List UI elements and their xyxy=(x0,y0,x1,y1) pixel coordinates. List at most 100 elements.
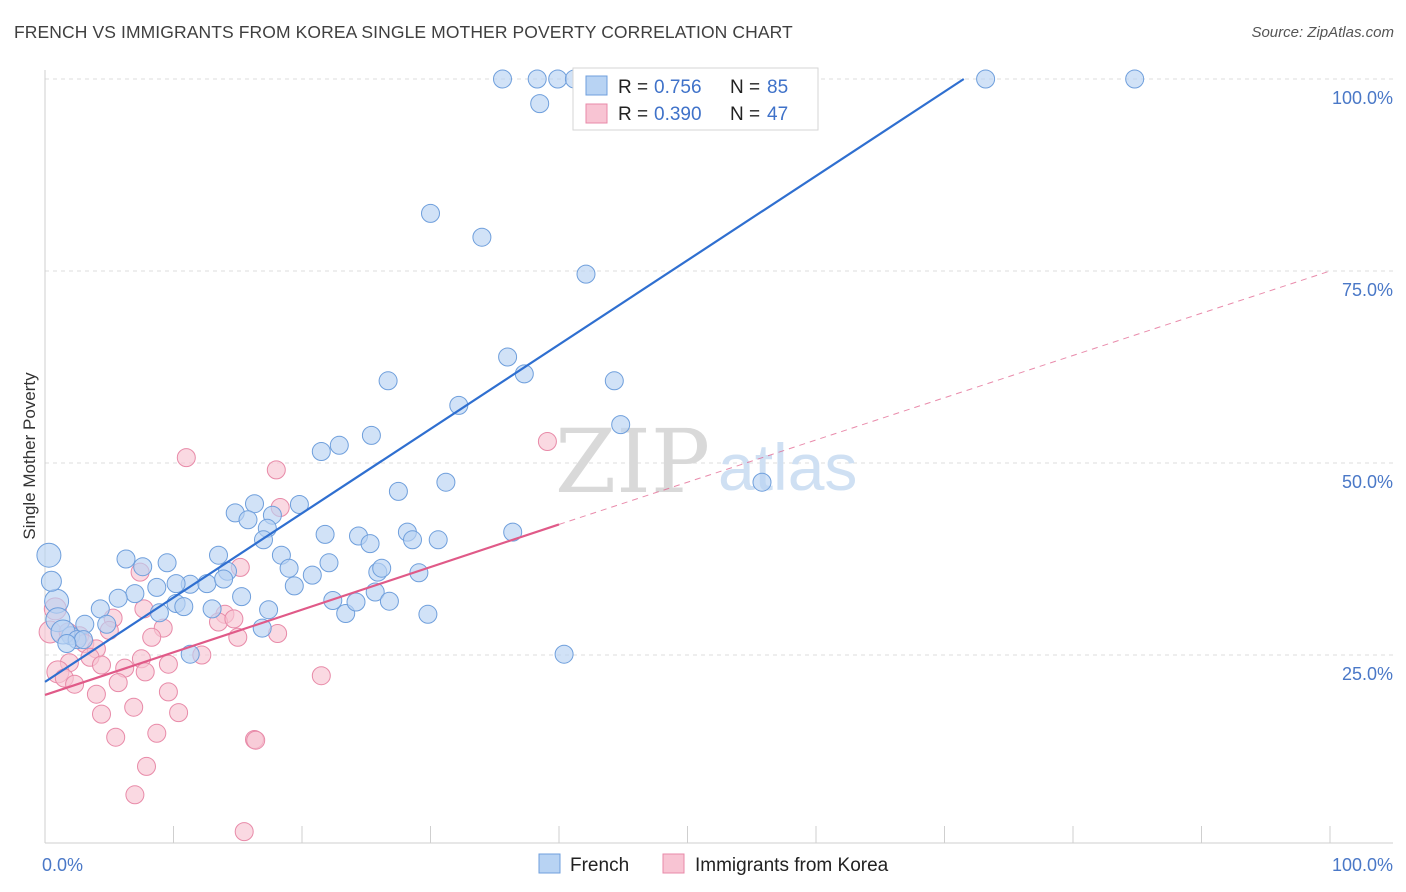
chart-title: FRENCH VS IMMIGRANTS FROM KOREA SINGLE M… xyxy=(14,22,793,42)
french-point xyxy=(360,534,380,554)
korea-point xyxy=(147,723,167,743)
french-point xyxy=(166,574,186,594)
french-point xyxy=(1125,69,1145,89)
french-point xyxy=(530,94,550,114)
series-korea-points xyxy=(38,432,557,842)
y-tick-label-75: 75.0% xyxy=(1342,280,1393,300)
korea-point xyxy=(266,460,286,480)
french-point xyxy=(57,634,77,653)
x-axis-label-right: 100.0% xyxy=(1332,855,1393,875)
french-point xyxy=(315,524,335,544)
french-point xyxy=(232,587,252,607)
french-trend-line xyxy=(44,78,965,683)
french-point xyxy=(284,576,304,596)
korea-point xyxy=(92,704,111,724)
korea-point xyxy=(311,666,331,686)
top-legend: R = 0.756 N = 85 R = 0.390 N = 47 xyxy=(572,67,819,131)
french-point xyxy=(238,510,258,530)
legend-french-n-label: N = xyxy=(730,77,765,98)
french-point xyxy=(202,599,222,619)
french-point xyxy=(346,592,366,612)
legend-french-n-value: 85 xyxy=(767,77,788,98)
korea-point xyxy=(246,730,266,750)
french-point xyxy=(259,600,279,620)
french-point xyxy=(361,425,381,445)
french-point xyxy=(214,569,234,589)
korea-point xyxy=(108,673,128,693)
watermark-zip: ZIP xyxy=(555,410,710,513)
korea-point xyxy=(158,682,178,702)
legend-korea-r-value: 0.390 xyxy=(654,104,702,125)
korea-point xyxy=(158,654,178,674)
korea-trend-line xyxy=(44,523,560,696)
french-point xyxy=(611,415,631,435)
french-point xyxy=(418,604,438,624)
korea-point xyxy=(176,448,196,468)
french-point xyxy=(527,69,547,89)
french-point xyxy=(379,591,399,611)
french-point xyxy=(436,472,456,492)
french-point xyxy=(311,442,331,461)
y-tick-label-50: 50.0% xyxy=(1342,472,1393,492)
french-point xyxy=(329,435,349,455)
korea-point xyxy=(234,822,254,842)
french-point xyxy=(180,644,200,664)
french-point xyxy=(554,644,574,664)
korea-point xyxy=(224,609,244,629)
bottom-legend-korea-swatch xyxy=(662,853,685,874)
korea-point xyxy=(137,756,156,776)
french-point xyxy=(174,597,194,617)
french-point xyxy=(279,558,299,578)
french-point xyxy=(428,530,448,550)
korea-point xyxy=(537,432,557,451)
french-point xyxy=(403,530,422,550)
french-point xyxy=(97,614,117,634)
french-point xyxy=(133,557,153,577)
french-point xyxy=(147,577,167,597)
korea-point xyxy=(106,727,126,747)
french-point xyxy=(372,558,392,578)
french-point xyxy=(388,481,408,501)
y-tick-labels: 25.0% 50.0% 75.0% 100.0% xyxy=(1332,88,1393,684)
top-legend-box xyxy=(572,67,819,131)
bottom-legend: French Immigrants from Korea xyxy=(538,853,889,876)
legend-french-r-value: 0.756 xyxy=(654,77,702,98)
legend-korea-n-value: 47 xyxy=(767,104,788,125)
french-point xyxy=(108,588,128,608)
watermark-atlas: atlas xyxy=(718,430,857,504)
french-point xyxy=(472,227,492,247)
french-point xyxy=(40,570,62,592)
french-point xyxy=(157,553,177,573)
korea-point xyxy=(125,785,145,805)
french-point xyxy=(976,69,996,89)
korea-point xyxy=(92,655,111,675)
bottom-legend-french-swatch xyxy=(538,853,561,874)
french-point xyxy=(302,565,322,585)
y-tick-label-100: 100.0% xyxy=(1332,88,1393,108)
french-point xyxy=(498,347,518,367)
french-point xyxy=(548,69,568,89)
french-point xyxy=(752,472,772,492)
trend-lines xyxy=(44,78,1331,696)
source-label: Source: ZipAtlas.com xyxy=(1251,24,1394,41)
bottom-legend-korea-label: Immigrants from Korea xyxy=(695,855,889,876)
korea-trend-extension xyxy=(558,270,1331,525)
y-axis-title: Single Mother Poverty xyxy=(20,372,39,540)
legend-french-r-label: R = xyxy=(618,77,653,98)
series-french-points xyxy=(36,69,1145,664)
legend-korea-n-label: N = xyxy=(730,104,765,125)
french-point xyxy=(36,542,62,568)
french-point xyxy=(604,371,624,391)
legend-korea-r-label: R = xyxy=(618,104,653,125)
korea-point xyxy=(169,703,189,723)
french-point xyxy=(493,69,512,89)
bottom-legend-french-label: French xyxy=(570,855,629,876)
french-point xyxy=(503,522,523,542)
french-point xyxy=(245,494,264,514)
korea-point xyxy=(86,684,106,704)
french-point xyxy=(209,545,228,565)
french-point xyxy=(378,371,398,391)
french-point xyxy=(74,630,93,650)
french-point xyxy=(116,549,136,569)
